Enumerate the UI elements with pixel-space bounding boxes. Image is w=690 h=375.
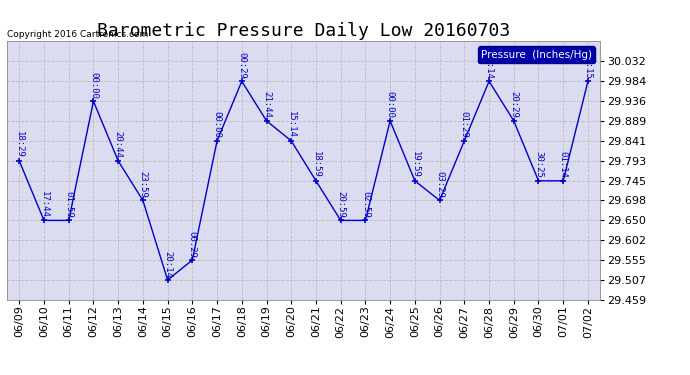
- Pressure  (Inches/Hg): [411, 178, 419, 183]
- Text: Copyright 2016 Cartronics.com: Copyright 2016 Cartronics.com: [7, 30, 148, 39]
- Text: 23:59: 23:59: [139, 171, 148, 198]
- Text: 00:29: 00:29: [237, 52, 246, 79]
- Pressure  (Inches/Hg): [237, 79, 246, 84]
- Text: 00:00: 00:00: [213, 111, 221, 138]
- Pressure  (Inches/Hg): [337, 218, 345, 223]
- Text: 20:14: 20:14: [163, 251, 172, 278]
- Pressure  (Inches/Hg): [534, 178, 542, 183]
- Text: 20:59: 20:59: [336, 191, 345, 218]
- Pressure  (Inches/Hg): [89, 99, 97, 104]
- Pressure  (Inches/Hg): [164, 278, 172, 282]
- Text: 03:29: 03:29: [435, 171, 444, 198]
- Text: 18:59: 18:59: [311, 152, 320, 178]
- Text: 20:15: 20:15: [584, 52, 593, 79]
- Pressure  (Inches/Hg): [559, 178, 567, 183]
- Text: 01:29: 01:29: [460, 111, 469, 138]
- Pressure  (Inches/Hg): [188, 258, 197, 262]
- Text: 00:14: 00:14: [484, 52, 493, 79]
- Legend: Pressure  (Inches/Hg): Pressure (Inches/Hg): [478, 46, 595, 63]
- Line: Pressure  (Inches/Hg): Pressure (Inches/Hg): [16, 78, 591, 284]
- Pressure  (Inches/Hg): [510, 118, 518, 123]
- Text: 18:29: 18:29: [14, 132, 23, 158]
- Pressure  (Inches/Hg): [460, 139, 469, 143]
- Text: 00:00: 00:00: [89, 72, 98, 99]
- Text: 21:44: 21:44: [262, 92, 271, 118]
- Pressure  (Inches/Hg): [584, 79, 592, 84]
- Pressure  (Inches/Hg): [139, 198, 147, 202]
- Text: 02:59: 02:59: [361, 191, 370, 218]
- Pressure  (Inches/Hg): [287, 139, 295, 143]
- Text: 15:14: 15:14: [287, 111, 296, 138]
- Text: 00:00: 00:00: [386, 92, 395, 118]
- Pressure  (Inches/Hg): [65, 218, 73, 223]
- Text: 30:25: 30:25: [534, 152, 543, 178]
- Pressure  (Inches/Hg): [40, 218, 48, 223]
- Text: 00:29: 00:29: [188, 231, 197, 258]
- Pressure  (Inches/Hg): [15, 159, 23, 163]
- Pressure  (Inches/Hg): [114, 159, 122, 163]
- Text: 01:14: 01:14: [559, 152, 568, 178]
- Text: 20:44: 20:44: [114, 132, 123, 158]
- Text: 17:44: 17:44: [39, 191, 48, 218]
- Pressure  (Inches/Hg): [312, 178, 320, 183]
- Title: Barometric Pressure Daily Low 20160703: Barometric Pressure Daily Low 20160703: [97, 22, 510, 40]
- Pressure  (Inches/Hg): [386, 118, 394, 123]
- Text: 01:59: 01:59: [64, 191, 73, 218]
- Pressure  (Inches/Hg): [213, 139, 221, 143]
- Pressure  (Inches/Hg): [435, 198, 444, 202]
- Text: 19:59: 19:59: [411, 152, 420, 178]
- Pressure  (Inches/Hg): [362, 218, 370, 223]
- Pressure  (Inches/Hg): [262, 118, 270, 123]
- Text: 20:29: 20:29: [509, 92, 518, 118]
- Pressure  (Inches/Hg): [485, 79, 493, 84]
